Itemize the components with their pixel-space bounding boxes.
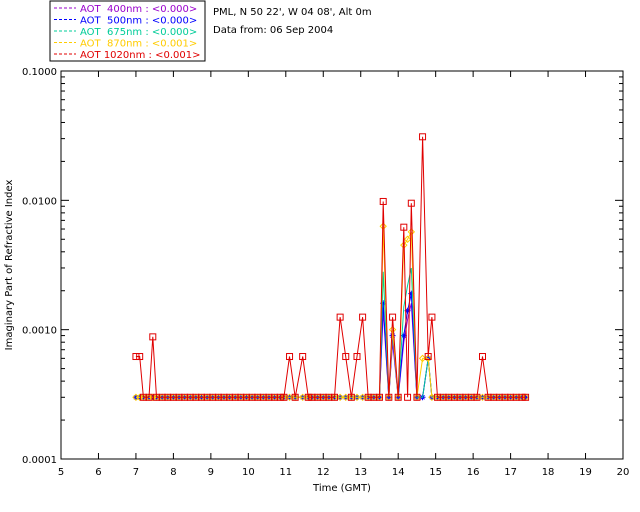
data-point	[299, 353, 307, 361]
data-point	[379, 222, 387, 230]
series-5	[132, 133, 530, 401]
axis-ticks: 5 6 7 8 9 10 11 12 13 14 15 16 17 18 19 20 0.0001 0.0010 0…	[22, 67, 629, 478]
site-info: PML, N 50 22', W 04 08', Alt 0m	[213, 7, 372, 18]
data-point	[286, 353, 294, 361]
y-tick-label: 0.1000	[22, 67, 57, 78]
legend-entry: AOT 870nm : <0.001>	[80, 39, 197, 50]
plot-area	[60, 70, 624, 460]
x-tick-label: 17	[504, 467, 517, 478]
x-tick-label: 5	[58, 467, 64, 478]
data-point	[336, 393, 344, 401]
x-tick-label: 18	[542, 467, 555, 478]
data-point	[400, 332, 407, 339]
data-point	[136, 353, 144, 361]
data-point	[375, 393, 383, 401]
data-point	[394, 393, 402, 401]
data-point	[347, 393, 355, 401]
data-point	[358, 393, 367, 401]
data-point	[413, 393, 421, 401]
series-line	[135, 136, 526, 398]
data-point	[336, 313, 344, 321]
series-layer	[132, 133, 530, 401]
x-tick-label: 10	[242, 467, 255, 478]
y-tick-label: 0.0010	[22, 326, 57, 337]
data-point	[304, 393, 312, 401]
x-tick-label: 19	[579, 467, 592, 478]
x-tick-label: 9	[208, 467, 214, 478]
x-tick-label: 12	[317, 467, 330, 478]
series-line	[135, 303, 526, 398]
series-3	[135, 267, 526, 398]
data-point	[404, 393, 412, 401]
plot-frame	[60, 70, 624, 460]
series-2	[132, 290, 529, 401]
x-tick-label: 11	[279, 467, 292, 478]
x-axis-label: Time (GMT)	[312, 483, 371, 494]
data-point	[389, 313, 397, 321]
data-point	[404, 307, 411, 314]
data-point	[149, 333, 157, 341]
legend-entry: AOT 500nm : <0.000>	[80, 16, 197, 27]
data-point	[353, 393, 361, 401]
data-point	[291, 393, 299, 401]
data-point	[407, 228, 416, 236]
series-4	[132, 222, 530, 401]
data-point	[385, 393, 393, 401]
x-tick-label: 8	[170, 467, 176, 478]
legend: AOT 400nm : <0.000>AOT 500nm : <0.000>AO…	[49, 0, 206, 62]
data-point	[400, 223, 408, 231]
data-point	[478, 393, 487, 401]
data-point	[418, 354, 427, 363]
data-point	[359, 313, 367, 321]
data-point	[331, 393, 339, 401]
data-point	[342, 393, 350, 401]
data-point	[280, 393, 288, 401]
data-point	[428, 313, 436, 321]
y-tick-label: 0.0001	[22, 455, 57, 466]
data-point	[479, 353, 486, 361]
y-axis-label: Imaginary Part of Refractive Index	[4, 180, 15, 351]
x-tick-label: 7	[133, 467, 139, 478]
date-info: Data from: 06 Sep 2004	[213, 25, 334, 36]
data-point	[407, 199, 415, 207]
data-point	[419, 133, 427, 141]
data-point	[403, 235, 412, 243]
legend-entry: AOT 675nm : <0.000>	[80, 27, 197, 38]
data-point	[522, 393, 530, 401]
x-tick-label: 6	[95, 467, 101, 478]
series-line	[135, 293, 526, 398]
data-point	[408, 290, 415, 297]
data-point	[353, 353, 361, 361]
series-line	[135, 267, 526, 398]
data-point	[285, 393, 294, 401]
x-tick-label: 13	[354, 467, 367, 478]
data-point	[428, 393, 436, 401]
data-point	[473, 393, 481, 401]
data-point	[145, 393, 153, 401]
data-point	[342, 353, 350, 361]
series-1	[135, 303, 526, 398]
y-tick-label: 0.0100	[22, 196, 57, 207]
data-point	[298, 393, 307, 401]
data-point	[518, 393, 526, 401]
x-tick-label: 20	[617, 467, 630, 478]
series-line	[135, 226, 526, 398]
data-point	[380, 300, 387, 307]
data-point	[379, 197, 387, 205]
legend-entry: AOT 400nm : <0.000>	[80, 4, 197, 15]
data-point	[132, 353, 140, 361]
data-point	[388, 325, 397, 334]
data-point	[276, 393, 284, 401]
data-point	[424, 353, 432, 361]
legend-entry: AOT 1020nm : <0.001>	[80, 50, 200, 61]
x-tick-label: 16	[467, 467, 480, 478]
x-tick-label: 15	[429, 467, 442, 478]
data-point	[424, 354, 432, 363]
x-tick-label: 14	[392, 467, 405, 478]
